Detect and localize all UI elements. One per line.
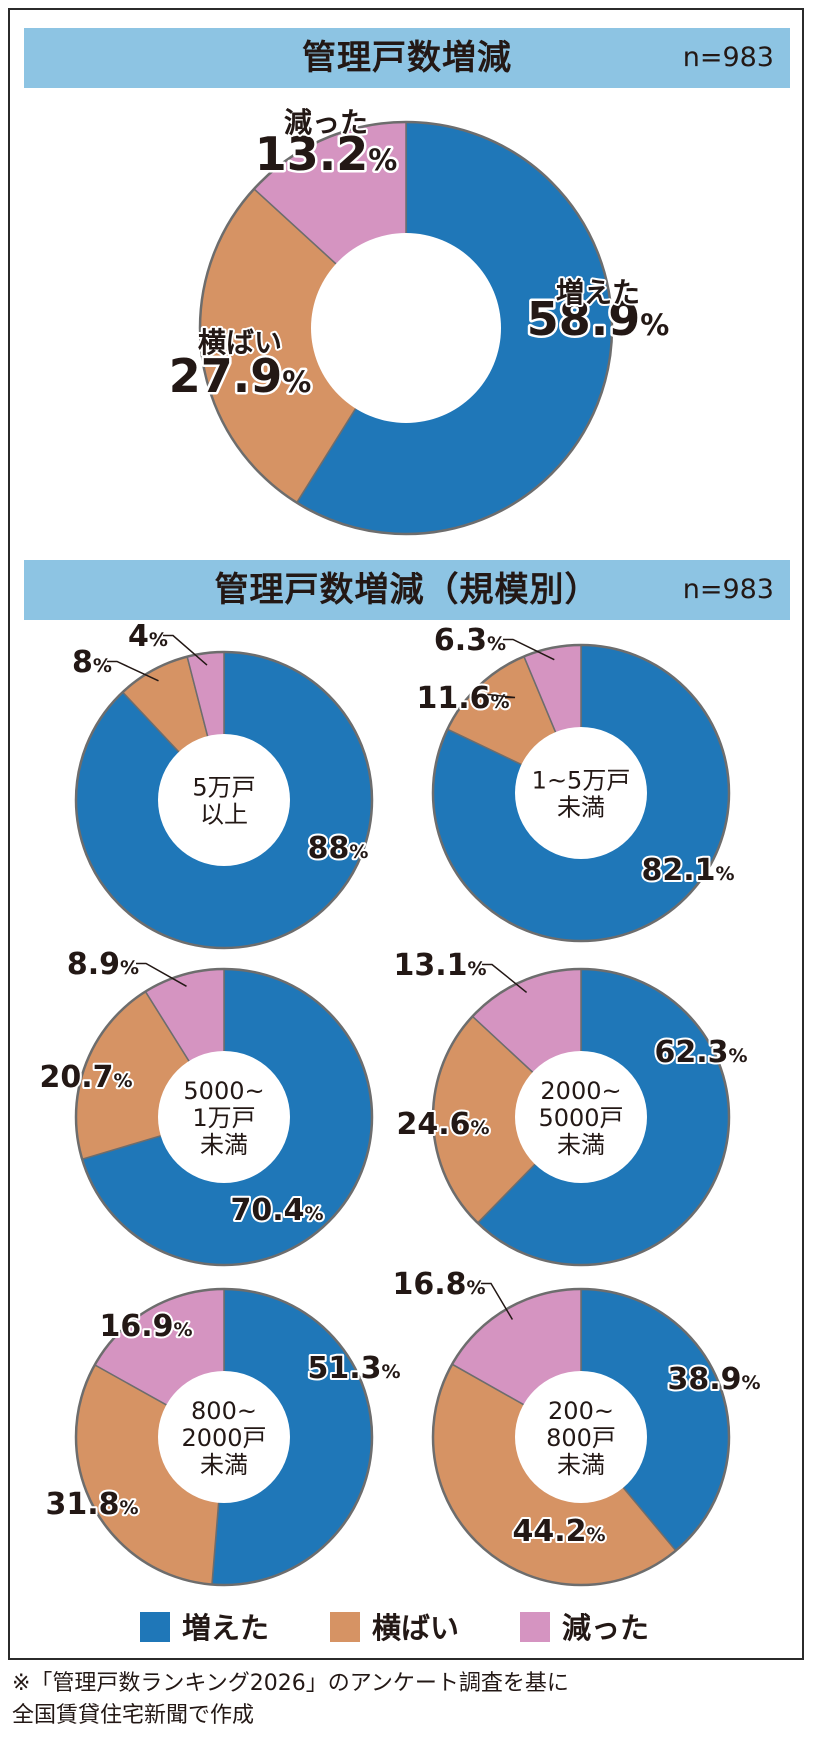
donut-hole bbox=[158, 1051, 290, 1183]
donut-hole bbox=[515, 1371, 647, 1503]
legend: 増えた 横ばい 減った bbox=[140, 1611, 649, 1645]
slice-name-label: 横ばい bbox=[198, 326, 282, 359]
legend-item: 増えた bbox=[140, 1611, 269, 1645]
slice-value-label: 13.1% bbox=[393, 948, 486, 983]
slice-value-label: 82.1% bbox=[641, 853, 734, 888]
donut-center-label: 未満 bbox=[557, 1131, 605, 1159]
legend-label: 横ばい bbox=[372, 1611, 459, 1645]
donut-outline bbox=[198, 120, 614, 536]
donut-center-label: 800~ bbox=[191, 1397, 257, 1425]
legend-swatch bbox=[330, 1612, 360, 1642]
donut-center-label: 2000~ bbox=[540, 1077, 621, 1105]
leader-line bbox=[481, 1282, 514, 1320]
footnote: ※「管理戸数ランキング2026」のアンケート調査を基に 全国賃貸住宅新聞で作成 bbox=[12, 1668, 569, 1732]
donut-center-label: 5000戸 bbox=[538, 1104, 623, 1132]
legend-label: 増えた bbox=[182, 1611, 269, 1645]
slice-value-label: 20.7% bbox=[39, 1060, 132, 1095]
slice-value-label: 31.8% bbox=[45, 1487, 138, 1522]
slice-value-label: 38.9% bbox=[667, 1362, 760, 1397]
donut-center-label: 800戸 bbox=[546, 1424, 616, 1452]
slice-value-label: 11.6% bbox=[416, 681, 509, 716]
leader-line bbox=[163, 634, 208, 666]
slice-value-label: 44.2% bbox=[512, 1514, 605, 1549]
donut-center-label: 未満 bbox=[557, 1451, 605, 1479]
slice-value-label: 6.3% bbox=[434, 623, 506, 658]
legend-item: 横ばい bbox=[330, 1611, 459, 1645]
donut-outline bbox=[431, 1287, 731, 1587]
slice-value-label: 13.2% bbox=[255, 127, 398, 181]
slice-name-label: 減った bbox=[284, 106, 368, 139]
slice-value-label: 88% bbox=[308, 831, 369, 866]
slice-value-label: 24.6% bbox=[396, 1107, 489, 1142]
slice-value-label: 16.8% bbox=[392, 1267, 485, 1302]
leader-line bbox=[107, 660, 159, 682]
donut-center-label: 2000戸 bbox=[181, 1424, 266, 1452]
slice-name-label: 増えた bbox=[556, 276, 640, 309]
slice-value-label: 4% bbox=[128, 619, 168, 654]
overall-chart-header: 管理戸数増減 n=983 bbox=[24, 28, 790, 88]
slice-value-label: 58.9% bbox=[527, 292, 670, 346]
donut-chart-1: 58.9%増えた 27.9%横ばい 13.2%減った bbox=[166, 104, 672, 536]
donut-outline bbox=[431, 967, 731, 1267]
slice-value-label: 70.4% bbox=[230, 1193, 323, 1228]
donut-center-label: 200~ bbox=[548, 1397, 614, 1425]
donut-hole bbox=[515, 1051, 647, 1183]
by-scale-chart-title: 管理戸数増減（規模別） bbox=[214, 570, 600, 610]
donut-center-label: 未満 bbox=[200, 1451, 248, 1479]
legend-label: 減った bbox=[562, 1611, 649, 1645]
overall-sample-size: n=983 bbox=[682, 42, 774, 73]
by-scale-chart-header: 管理戸数増減（規模別） n=983 bbox=[24, 560, 790, 620]
donut-hole bbox=[311, 233, 501, 423]
slice-value-label: 8% bbox=[72, 645, 112, 680]
donut-hole bbox=[515, 727, 647, 859]
slice-value-label: 16.9% bbox=[99, 1309, 192, 1344]
donut-hole bbox=[158, 734, 290, 866]
donut-center-label: 以上 bbox=[200, 801, 248, 829]
leader-line bbox=[482, 963, 528, 993]
leader-line bbox=[503, 638, 555, 661]
legend-swatch bbox=[140, 1612, 170, 1642]
overall-chart-title: 管理戸数増減 bbox=[302, 38, 512, 78]
legend-item: 減った bbox=[520, 1611, 649, 1645]
slice-value-label: 62.3% bbox=[654, 1035, 747, 1070]
legend-swatch bbox=[520, 1612, 550, 1642]
donut-center-label: 未満 bbox=[200, 1131, 248, 1159]
donut-outline bbox=[431, 643, 731, 943]
leader-line bbox=[487, 693, 516, 699]
slice-value-label: 51.3% bbox=[307, 1351, 400, 1386]
donut-center-label: 5000~ bbox=[183, 1077, 264, 1105]
donut-outline bbox=[74, 650, 374, 950]
footnote-line-2: 全国賃貸住宅新聞で作成 bbox=[12, 1703, 255, 1728]
slice-value-label: 27.9% bbox=[169, 349, 312, 403]
donut-outline bbox=[74, 967, 374, 1267]
donut-center-label: 1~5万戸 bbox=[532, 767, 631, 795]
donut-outline bbox=[74, 1287, 374, 1587]
donut-hole bbox=[158, 1371, 290, 1503]
footnote-line-1: ※「管理戸数ランキング2026」のアンケート調査を基に bbox=[12, 1671, 569, 1696]
donut-center-label: 未満 bbox=[557, 794, 605, 822]
donut-center-label: 5万戸 bbox=[192, 774, 255, 802]
by-scale-sample-size: n=983 bbox=[682, 574, 774, 605]
donut-center-label: 1万戸 bbox=[192, 1104, 255, 1132]
slice-value-label: 8.9% bbox=[67, 947, 139, 982]
leader-line bbox=[136, 962, 187, 987]
